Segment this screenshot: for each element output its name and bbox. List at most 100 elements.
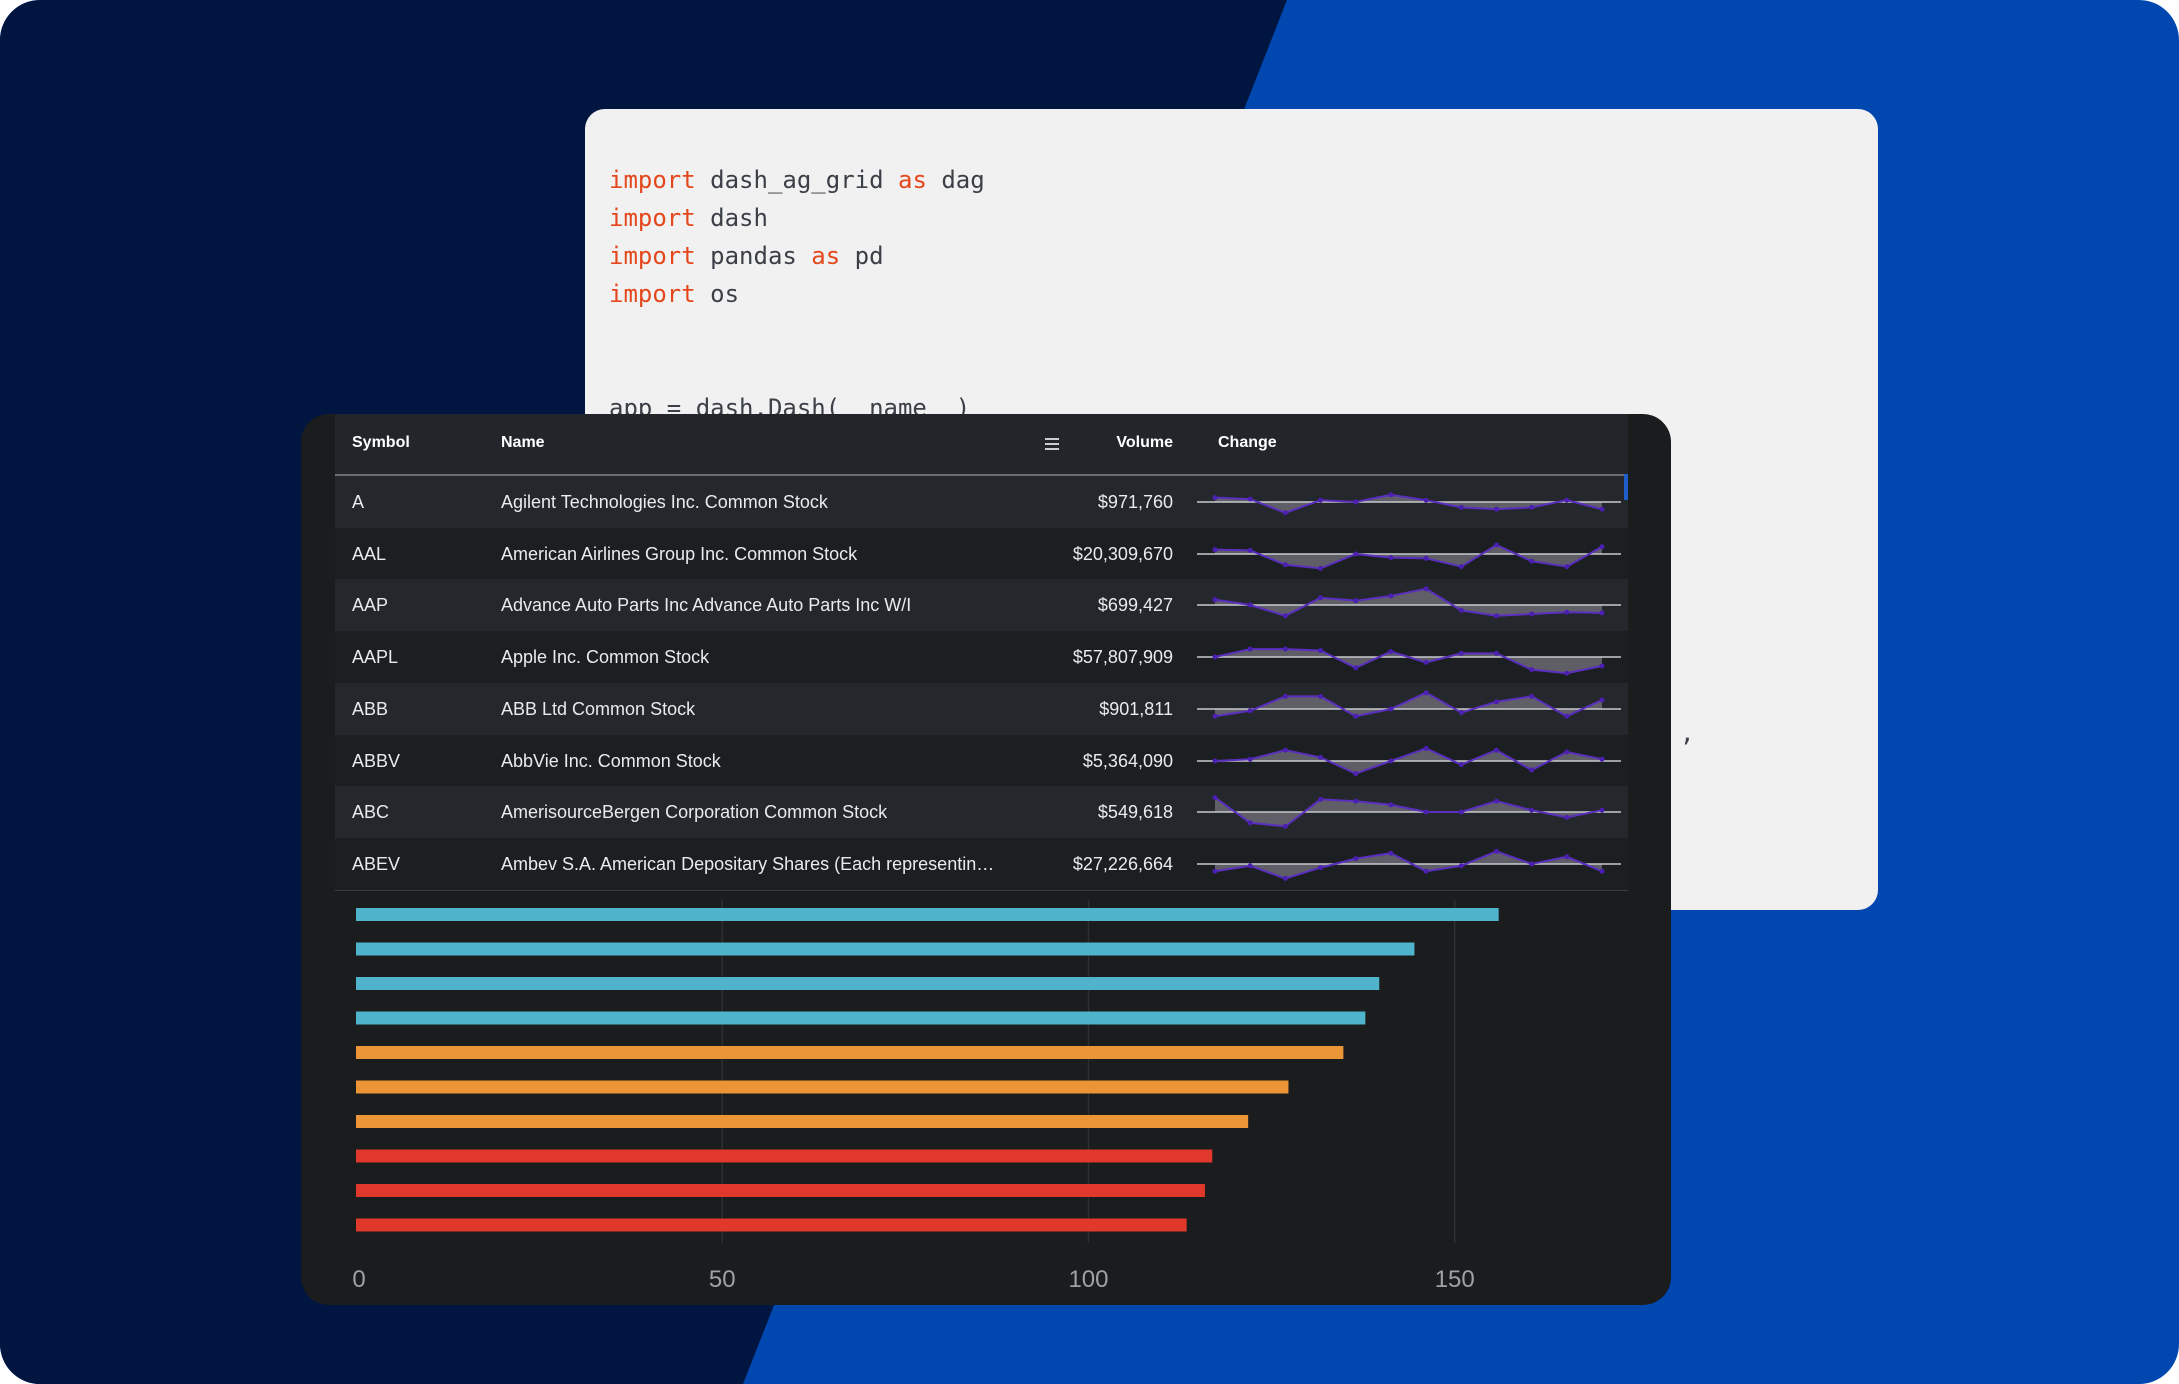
sparkline-point (1458, 650, 1464, 656)
column-header-name[interactable]: Name (501, 434, 545, 451)
sparkline-point (1599, 807, 1605, 813)
table-row[interactable]: AAP Advance Auto Parts Inc Advance Auto P… (335, 579, 1628, 633)
sparkline-point (1529, 861, 1535, 867)
table-row[interactable]: ABEV Ambev S.A. American Depositary Share… (335, 837, 1628, 891)
column-header-symbol[interactable]: Symbol (352, 434, 410, 451)
x-tick-label: 50 (709, 1266, 736, 1293)
sparkline-point (1529, 504, 1535, 510)
sparkline-line (1214, 493, 1603, 514)
cell-volume: $27,226,664 (1072, 853, 1173, 874)
sparkline-point (1529, 611, 1535, 617)
sparkline-point (1423, 497, 1429, 503)
cell-symbol: A (352, 492, 365, 512)
column-header-change[interactable]: Change (1218, 434, 1277, 451)
table-row[interactable]: ABBV AbbVie Inc. Common Stock $5,364,090 (335, 734, 1628, 788)
sparkline-point (1388, 554, 1394, 560)
code-keyword: import (609, 242, 696, 270)
sparkline-point (1247, 602, 1253, 608)
cell-name: American Airlines Group Inc. Common Stoc… (501, 543, 858, 564)
sparkline-point (1388, 850, 1394, 856)
sparkline-point (1353, 499, 1359, 505)
bar (356, 1046, 1344, 1059)
sparkline-point (1212, 597, 1218, 603)
column-header-volume[interactable]: Volume (1116, 434, 1173, 451)
code-text: dag (926, 166, 985, 194)
sparkline-point (1564, 497, 1570, 503)
code-keyword: as (898, 166, 927, 194)
sparkline-point (1458, 563, 1464, 569)
sparkline-point (1318, 754, 1324, 760)
sparkline-point (1318, 497, 1324, 503)
sparkline-point (1282, 747, 1288, 753)
table-row[interactable]: ABB ABB Ltd Common Stock $901,811 (335, 682, 1628, 736)
sparkline-point (1599, 756, 1605, 762)
sparkline-point (1282, 510, 1288, 516)
sparkline-point (1529, 558, 1535, 564)
cell-symbol: ABC (352, 802, 390, 823)
code-line: import os (609, 275, 985, 313)
sparkline-chart (1197, 542, 1621, 571)
bar (356, 977, 1380, 990)
sparkline-point (1529, 667, 1535, 673)
sparkline-point (1318, 797, 1324, 803)
table-row[interactable]: A Agilent Technologies Inc. Common Stock $… (335, 476, 1628, 529)
cell-name: ABB Ltd Common Stock (501, 698, 696, 719)
cell-volume: $699,427 (1097, 595, 1173, 616)
sparkline-point (1493, 699, 1499, 705)
sparkline-point (1318, 864, 1324, 870)
sparkline-point (1493, 650, 1499, 656)
sparkline-point (1599, 868, 1605, 874)
sparkline-chart (1197, 795, 1621, 830)
sparkline-point (1318, 648, 1324, 654)
bar (356, 1184, 1205, 1197)
cell-name: AbbVie Inc. Common Stock (501, 750, 721, 771)
code-keyword: import (609, 204, 696, 232)
sparkline-point (1247, 547, 1253, 553)
sparkline-point (1353, 551, 1359, 557)
sparkline-point (1282, 824, 1288, 830)
sparkline-point (1599, 697, 1605, 703)
sparkline-point (1423, 868, 1429, 874)
grid-scrollbar[interactable] (1624, 474, 1628, 500)
code-trailing-comma: , (1680, 719, 1695, 747)
sparkline-point (1247, 708, 1253, 714)
sparkline-point (1423, 809, 1429, 815)
table-row[interactable]: AAL American Airlines Group Inc. Common S… (335, 527, 1628, 581)
cell-volume: $971,760 (1097, 492, 1173, 512)
cell-name: AmerisourceBergen Corporation Common Sto… (501, 802, 888, 823)
sparkline-point (1599, 506, 1605, 512)
sparkline-point (1458, 761, 1464, 767)
sparkline-area (1215, 851, 1602, 879)
sparkline-line (1214, 588, 1603, 618)
sparkline-point (1282, 646, 1288, 652)
sparkline-point (1564, 670, 1570, 676)
sparkline-point (1318, 693, 1324, 699)
dashboard-card: Symbol Name Volume Change A Agilent Techn… (301, 414, 1671, 1305)
cell-name: Advance Auto Parts Inc Advance Auto Part… (501, 595, 912, 616)
sparkline-point (1212, 495, 1218, 501)
code-text: pandas (695, 242, 812, 270)
data-grid: Symbol Name Volume Change A Agilent Techn… (335, 414, 1628, 891)
code-keyword: import (609, 280, 696, 308)
sparkline-point (1247, 646, 1253, 652)
sparkline-point (1212, 758, 1218, 763)
column-menu-icon[interactable] (1045, 438, 1059, 450)
sparkline-point (1529, 807, 1535, 813)
table-row[interactable]: AAPL Apple Inc. Common Stock $57,807,909 (335, 631, 1628, 685)
sparkline-point (1353, 855, 1359, 861)
cell-symbol: ABEV (352, 853, 401, 874)
sparkline-chart (1197, 586, 1621, 619)
code-text: dash_ag_grid (695, 166, 898, 194)
sparkline-point (1493, 542, 1499, 548)
table-row[interactable]: ABC AmerisourceBergen Corporation Common … (335, 786, 1628, 840)
sparkline-point (1529, 767, 1535, 772)
sparkline-point (1458, 504, 1464, 510)
code-line (609, 351, 985, 389)
sparkline-point (1423, 586, 1429, 592)
sparkline-point (1493, 506, 1499, 512)
bar (356, 1149, 1213, 1163)
sparkline-point (1599, 610, 1605, 616)
sparkline-point (1564, 713, 1570, 719)
sparkline-point (1493, 848, 1499, 854)
sparkline-point (1282, 875, 1288, 881)
